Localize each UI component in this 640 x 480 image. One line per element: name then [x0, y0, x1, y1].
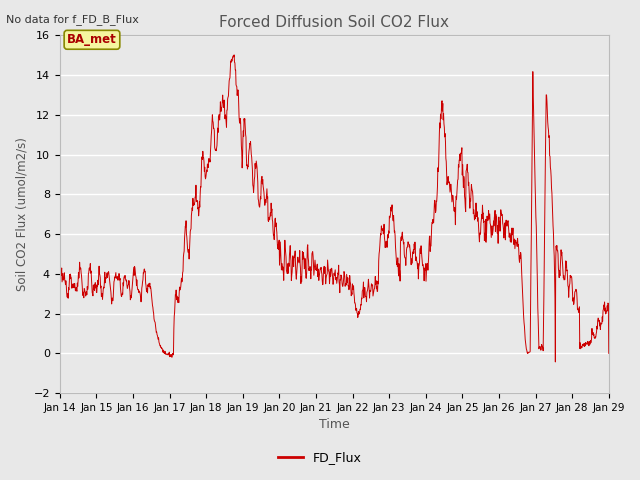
X-axis label: Time: Time	[319, 419, 349, 432]
Text: No data for f_FD_B_Flux: No data for f_FD_B_Flux	[6, 14, 140, 25]
Text: BA_met: BA_met	[67, 33, 117, 46]
Legend: FD_Flux: FD_Flux	[273, 446, 367, 469]
Title: Forced Diffusion Soil CO2 Flux: Forced Diffusion Soil CO2 Flux	[220, 15, 449, 30]
Y-axis label: Soil CO2 Flux (umol/m2/s): Soil CO2 Flux (umol/m2/s)	[15, 137, 28, 291]
